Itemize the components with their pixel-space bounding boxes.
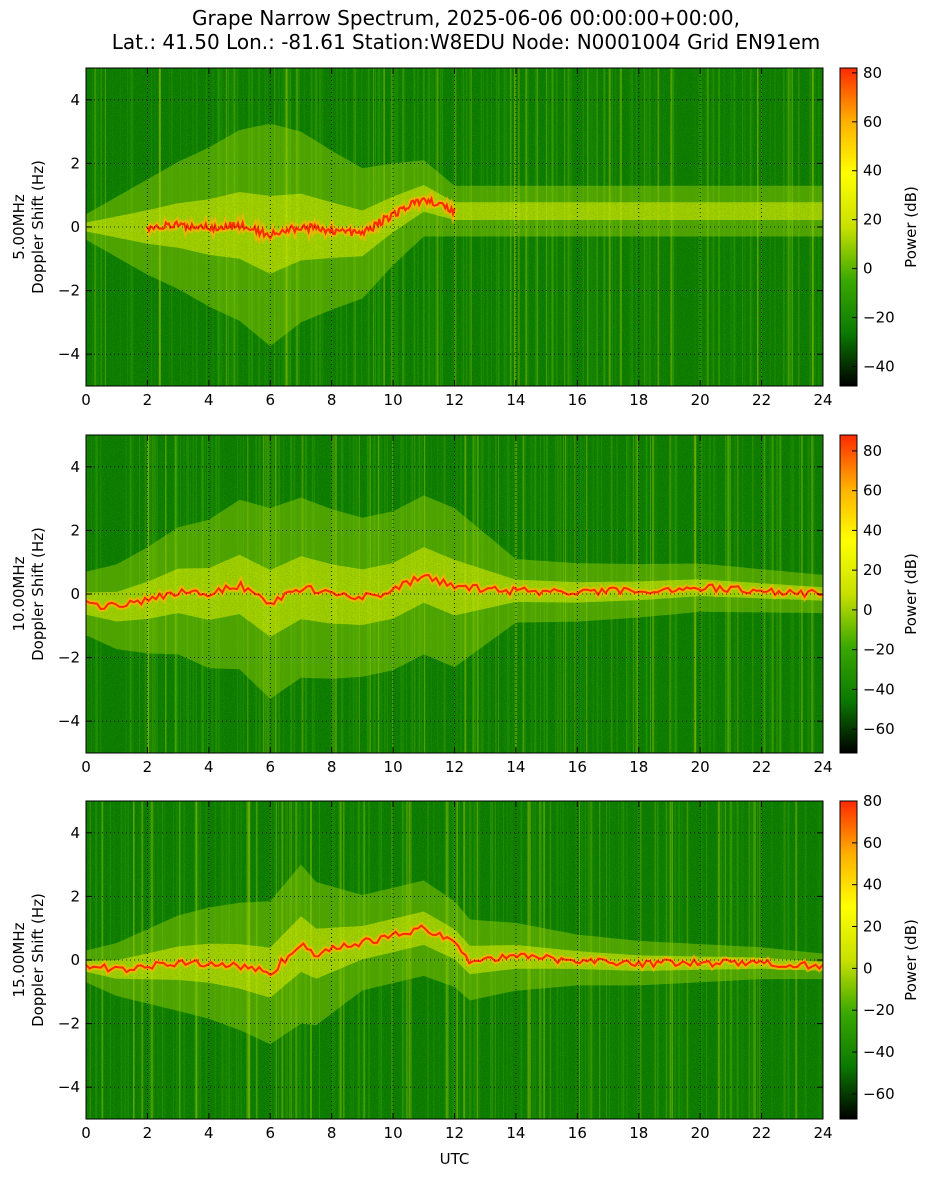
x-tick-label: 0 <box>81 391 91 409</box>
colorbar-tick-label: −20 <box>863 309 895 327</box>
x-tick-label: 14 <box>506 391 525 409</box>
colorbar-tick-label: 40 <box>863 876 882 894</box>
x-tick-label: 20 <box>691 1124 710 1142</box>
x-tick-label: 20 <box>691 758 710 776</box>
colorbar <box>839 800 858 1120</box>
y-tick-label: −2 <box>58 649 80 667</box>
y-tick-label: 0 <box>70 218 80 236</box>
colorbar-tick-label: 40 <box>863 521 882 539</box>
colorbar-tick-label: −40 <box>863 1043 895 1061</box>
panel-frequency-label: 15.00MHz <box>10 922 28 997</box>
x-tick-label: 4 <box>204 1124 214 1142</box>
y-tick-label: 0 <box>70 585 80 603</box>
x-tick-label: 22 <box>752 758 771 776</box>
colorbar-tick-label: −40 <box>863 357 895 375</box>
x-tick-label: 8 <box>327 391 337 409</box>
x-tick-label: 16 <box>568 758 587 776</box>
x-tick-label: 2 <box>143 391 153 409</box>
x-tick-label: 22 <box>752 391 771 409</box>
x-tick-label: 6 <box>265 758 275 776</box>
x-tick-label: 16 <box>568 391 587 409</box>
x-tick-label: 14 <box>506 758 525 776</box>
x-tick-label: 8 <box>327 1124 337 1142</box>
colorbar-label: Power (dB) <box>902 186 920 268</box>
x-tick-label: 10 <box>384 1124 403 1142</box>
x-tick-label: 16 <box>568 1124 587 1142</box>
y-tick-label: 0 <box>70 951 80 969</box>
x-tick-label: 12 <box>445 758 464 776</box>
colorbar-tick-label: 40 <box>863 162 882 180</box>
x-axis-label: UTC <box>440 1150 470 1168</box>
title-line-1: Grape Narrow Spectrum, 2025-06-06 00:00:… <box>192 6 740 30</box>
colorbar-tick-label: 0 <box>863 601 873 619</box>
carrier-trace <box>146 195 456 240</box>
x-tick-label: 24 <box>813 1124 832 1142</box>
x-tick-label: 8 <box>327 758 337 776</box>
x-tick-label: 10 <box>384 758 403 776</box>
colorbar-label: Power (dB) <box>902 553 920 635</box>
x-tick-label: 0 <box>81 758 91 776</box>
x-tick-label: 2 <box>143 758 153 776</box>
x-tick-label: 10 <box>384 391 403 409</box>
y-tick-label: −4 <box>58 712 80 730</box>
x-tick-label: 12 <box>445 1124 464 1142</box>
x-tick-label: 22 <box>752 1124 771 1142</box>
y-tick-label: −4 <box>58 345 80 363</box>
colorbar-tick-label: 80 <box>863 64 882 82</box>
colorbar-tick-label: 20 <box>863 561 882 579</box>
colorbar-tick-label: −60 <box>863 720 895 738</box>
y-tick-label: 2 <box>70 154 80 172</box>
colorbar-tick-label: 60 <box>863 834 882 852</box>
x-tick-label: 20 <box>691 391 710 409</box>
colorbar-tick-label: 0 <box>863 959 873 977</box>
colorbar-tick-label: 60 <box>863 482 882 500</box>
x-tick-label: 24 <box>813 391 832 409</box>
figure-title: Grape Narrow Spectrum, 2025-06-06 00:00:… <box>0 6 932 54</box>
panel-frequency-label: 5.00MHz <box>10 194 28 260</box>
colorbar-tick-label: 20 <box>863 918 882 936</box>
x-tick-label: 4 <box>204 758 214 776</box>
colorbar-tick-label: 60 <box>863 113 882 131</box>
colorbar-tick-label: −60 <box>863 1085 895 1103</box>
panel-ylabel: Doppler Shift (Hz) <box>29 893 47 1027</box>
colorbar-tick-label: 20 <box>863 211 882 229</box>
x-tick-label: 18 <box>629 1124 648 1142</box>
x-tick-label: 14 <box>506 1124 525 1142</box>
colorbar-tick-label: −20 <box>863 1001 895 1019</box>
x-tick-label: 24 <box>813 758 832 776</box>
colorbar <box>839 434 858 754</box>
colorbar-tick-label: −20 <box>863 641 895 659</box>
x-tick-label: 18 <box>629 391 648 409</box>
colorbar <box>839 67 858 387</box>
y-tick-label: 4 <box>70 91 80 109</box>
panel-ylabel: Doppler Shift (Hz) <box>29 527 47 661</box>
y-tick-label: 2 <box>70 521 80 539</box>
panel-ylabel: Doppler Shift (Hz) <box>29 160 47 294</box>
colorbar-tick-label: 80 <box>863 442 882 460</box>
colorbar-tick-label: −40 <box>863 680 895 698</box>
colorbar-label: Power (dB) <box>902 919 920 1001</box>
x-tick-label: 0 <box>81 1124 91 1142</box>
y-tick-label: −4 <box>58 1078 80 1096</box>
x-tick-label: 2 <box>143 1124 153 1142</box>
x-tick-label: 4 <box>204 391 214 409</box>
y-tick-label: −2 <box>58 1015 80 1033</box>
x-tick-label: 18 <box>629 758 648 776</box>
y-tick-label: 4 <box>70 824 80 842</box>
panel-frequency-label: 10.00MHz <box>10 556 28 631</box>
y-tick-label: −2 <box>58 282 80 300</box>
y-tick-label: 2 <box>70 887 80 905</box>
colorbar-tick-label: 0 <box>863 260 873 278</box>
title-line-2: Lat.: 41.50 Lon.: -81.61 Station:W8EDU N… <box>111 30 821 54</box>
x-tick-label: 6 <box>265 1124 275 1142</box>
x-tick-label: 6 <box>265 391 275 409</box>
colorbar-tick-label: 80 <box>863 792 882 810</box>
x-tick-label: 12 <box>445 391 464 409</box>
y-tick-label: 4 <box>70 458 80 476</box>
